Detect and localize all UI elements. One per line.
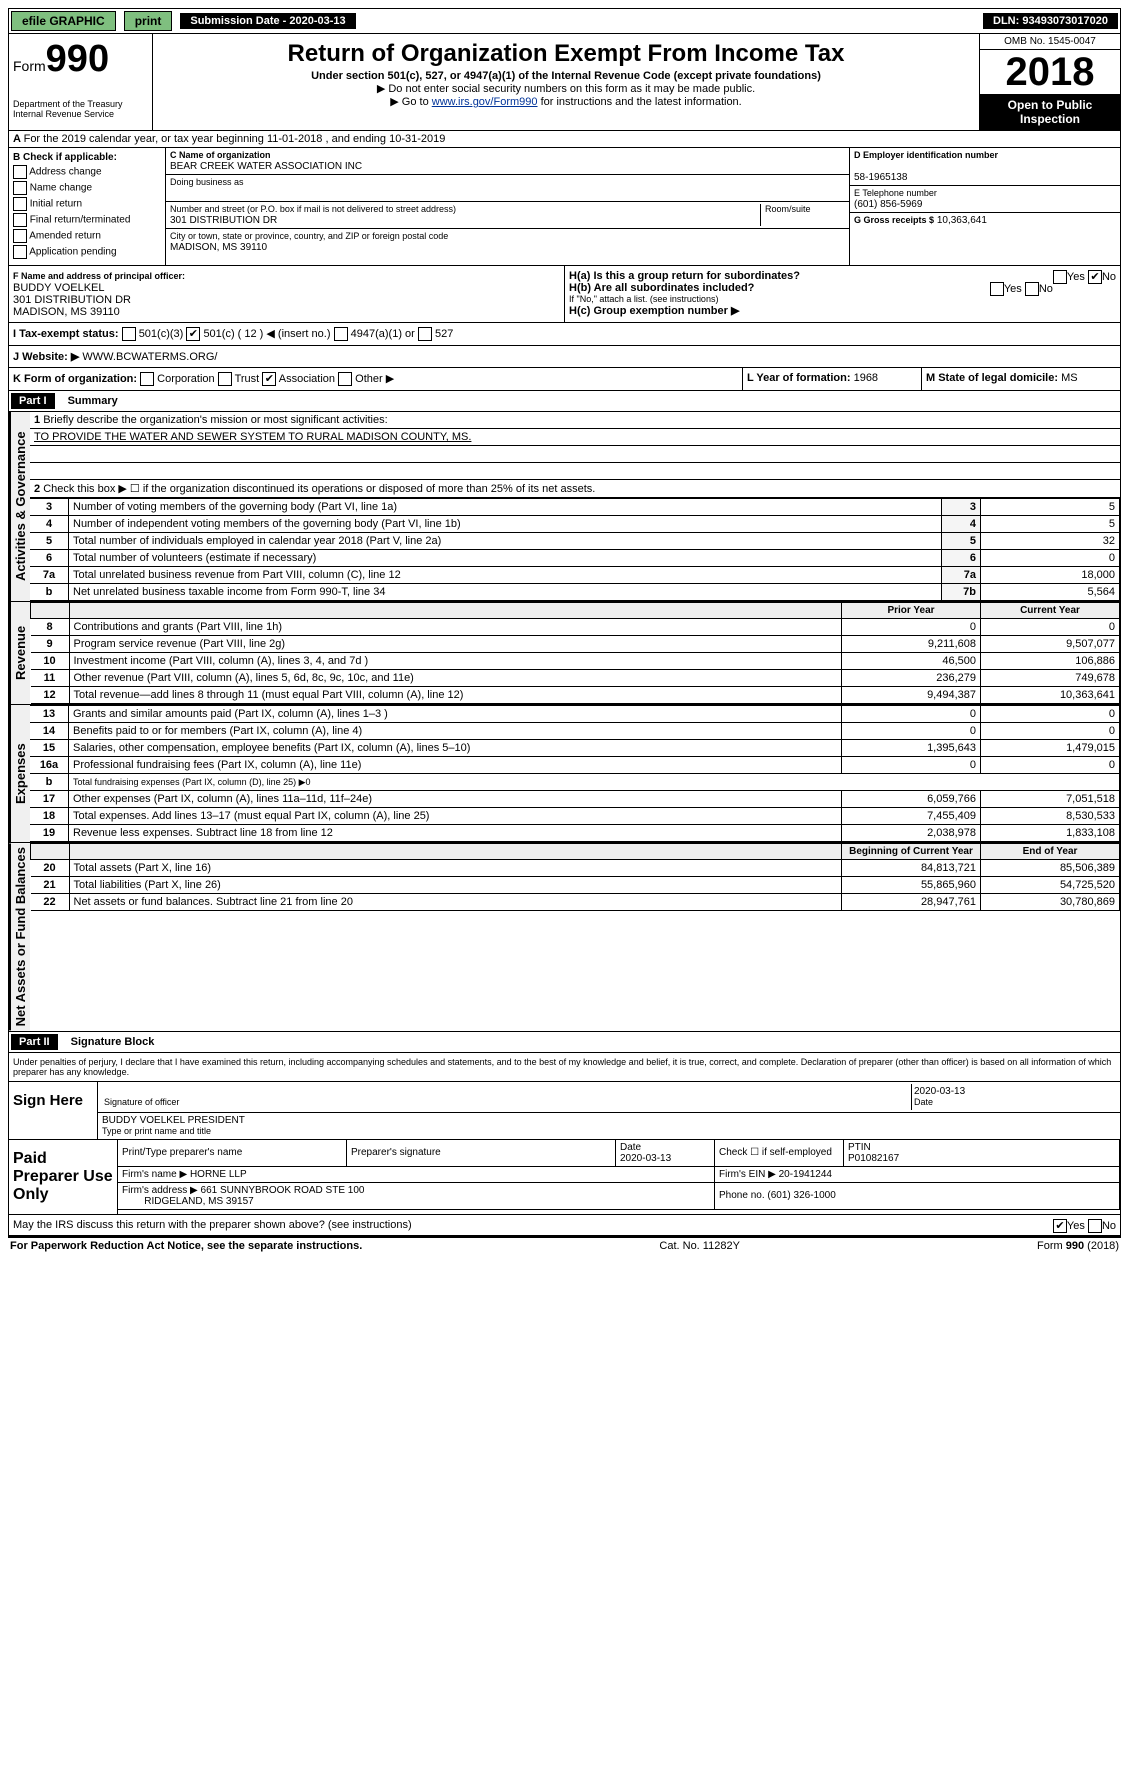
vert-revenue: Revenue [9, 602, 30, 704]
cb-4947[interactable] [334, 327, 348, 341]
vert-net: Net Assets or Fund Balances [9, 843, 30, 1030]
phone: (601) 856-5969 [854, 199, 922, 210]
tax-year: 2018 [980, 50, 1120, 94]
footer-mid: Cat. No. 11282Y [659, 1240, 740, 1252]
preparer-block: Paid Preparer Use Only Print/Type prepar… [8, 1140, 1121, 1215]
gross-receipts: 10,363,641 [937, 215, 987, 226]
sign-date: 2020-03-13 [914, 1086, 965, 1097]
net-table: Beginning of Current YearEnd of Year 20T… [30, 843, 1120, 911]
form-subtitle: Under section 501(c), 527, or 4947(a)(1)… [157, 70, 975, 82]
footer-right: Form 990 (2018) [1037, 1240, 1119, 1252]
exp-table: 13Grants and similar amounts paid (Part … [30, 705, 1120, 842]
prep-table: Print/Type preparer's name Preparer's si… [118, 1140, 1120, 1210]
org-name: BEAR CREEK WATER ASSOCIATION INC [170, 161, 362, 172]
mission-text: TO PROVIDE THE WATER AND SEWER SYSTEM TO… [30, 429, 1120, 446]
header-right: OMB No. 1545-0047 2018 Open to Public In… [979, 34, 1120, 130]
governance-section: Activities & Governance 1 Briefly descri… [8, 412, 1121, 602]
part1-header: Part I [11, 393, 55, 409]
form-title: Return of Organization Exempt From Incom… [157, 40, 975, 68]
irs-link[interactable]: www.irs.gov/Form990 [432, 96, 538, 108]
firm-ein: 20-1941244 [779, 1169, 832, 1180]
part2-header-row: Part II Signature Block [8, 1032, 1121, 1053]
entity-block: B Check if applicable: Address change Na… [8, 148, 1121, 266]
signer-name: BUDDY VOELKEL PRESIDENT [102, 1115, 245, 1126]
officer-addr2: MADISON, MS 39110 [13, 306, 120, 318]
sign-block: Sign Here Signature of officer 2020-03-1… [8, 1082, 1121, 1140]
cb-amended-return[interactable]: Amended return [13, 229, 161, 243]
form-note1: ▶ Do not enter social security numbers o… [157, 82, 975, 95]
vert-governance: Activities & Governance [9, 412, 30, 601]
entity-right: D Employer identification number 58-1965… [849, 148, 1120, 265]
cb-address-change[interactable]: Address change [13, 165, 161, 179]
submission-date: Submission Date - 2020-03-13 [180, 13, 355, 29]
discuss-no[interactable] [1088, 1219, 1102, 1233]
gov-table: 3Number of voting members of the governi… [30, 498, 1120, 601]
omb-number: OMB No. 1545-0047 [980, 34, 1120, 50]
cb-name-change[interactable]: Name change [13, 181, 161, 195]
prep-phone: (601) 326-1000 [767, 1190, 835, 1201]
ein: 58-1965138 [854, 172, 907, 183]
city-state-zip: MADISON, MS 39110 [170, 242, 267, 253]
dept-treasury: Department of the Treasury [13, 99, 148, 109]
klm-row: K Form of organization: Corporation Trus… [8, 368, 1121, 391]
form-prefix: Form [13, 58, 46, 74]
declaration: Under penalties of perjury, I declare th… [8, 1053, 1121, 1082]
part1-header-row: Part I Summary [8, 391, 1121, 412]
website: WWW.BCWATERMS.ORG/ [82, 351, 217, 363]
dln: DLN: 93493073017020 [983, 13, 1118, 29]
preparer-label: Paid Preparer Use Only [9, 1140, 118, 1214]
firm-name: HORNE LLP [190, 1169, 247, 1180]
line-a: A For the 2019 calendar year, or tax yea… [8, 131, 1121, 148]
cb-527[interactable] [418, 327, 432, 341]
part2-header: Part II [11, 1034, 58, 1050]
form-header: Form990 Department of the Treasury Inter… [8, 34, 1121, 131]
h-block: H(a) Is this a group return for subordin… [565, 266, 1120, 322]
officer-name: BUDDY VOELKEL [13, 282, 105, 294]
footer-left: For Paperwork Reduction Act Notice, see … [10, 1240, 362, 1252]
expenses-section: Expenses 13Grants and similar amounts pa… [8, 705, 1121, 843]
officer-h-block: F Name and address of principal officer:… [8, 266, 1121, 323]
street-address: 301 DISTRIBUTION DR [170, 215, 277, 226]
j-row: J Website: ▶ WWW.BCWATERMS.ORG/ [8, 346, 1121, 368]
discuss-row: May the IRS discuss this return with the… [8, 1215, 1121, 1236]
vert-expenses: Expenses [9, 705, 30, 842]
cb-501c3[interactable] [122, 327, 136, 341]
revenue-section: Revenue Prior YearCurrent Year 8Contribu… [8, 602, 1121, 705]
form-note2: ▶ Go to www.irs.gov/Form990 for instruct… [157, 95, 975, 108]
form-number: 990 [46, 38, 109, 80]
check-b-column: B Check if applicable: Address change Na… [9, 148, 166, 265]
open-public: Open to Public Inspection [980, 94, 1120, 130]
officer-addr1: 301 DISTRIBUTION DR [13, 294, 131, 306]
year-formation: 1968 [854, 372, 878, 384]
print-button[interactable]: print [124, 11, 173, 31]
cb-501c-insert[interactable]: ✔ [186, 327, 200, 341]
form-number-cell: Form990 Department of the Treasury Inter… [9, 34, 153, 130]
header-center: Return of Organization Exempt From Incom… [153, 34, 979, 130]
cb-initial-return[interactable]: Initial return [13, 197, 161, 211]
sign-here-label: Sign Here [9, 1082, 98, 1139]
cb-app-pending[interactable]: Application pending [13, 245, 161, 259]
irs-label: Internal Revenue Service [13, 109, 148, 119]
entity-mid: C Name of organization BEAR CREEK WATER … [166, 148, 849, 265]
footer: For Paperwork Reduction Act Notice, see … [8, 1236, 1121, 1254]
ptin: P01082167 [848, 1153, 899, 1164]
i-row: I Tax-exempt status: 501(c)(3) ✔ 501(c) … [8, 323, 1121, 346]
rev-table: Prior YearCurrent Year 8Contributions an… [30, 602, 1120, 704]
net-assets-section: Net Assets or Fund Balances Beginning of… [8, 843, 1121, 1031]
state-domicile: MS [1061, 372, 1078, 384]
discuss-yes[interactable]: ✔ [1053, 1219, 1067, 1233]
top-bar: efile GRAPHIC print Submission Date - 20… [8, 8, 1121, 34]
cb-final-return[interactable]: Final return/terminated [13, 213, 161, 227]
efile-button[interactable]: efile GRAPHIC [11, 11, 116, 31]
